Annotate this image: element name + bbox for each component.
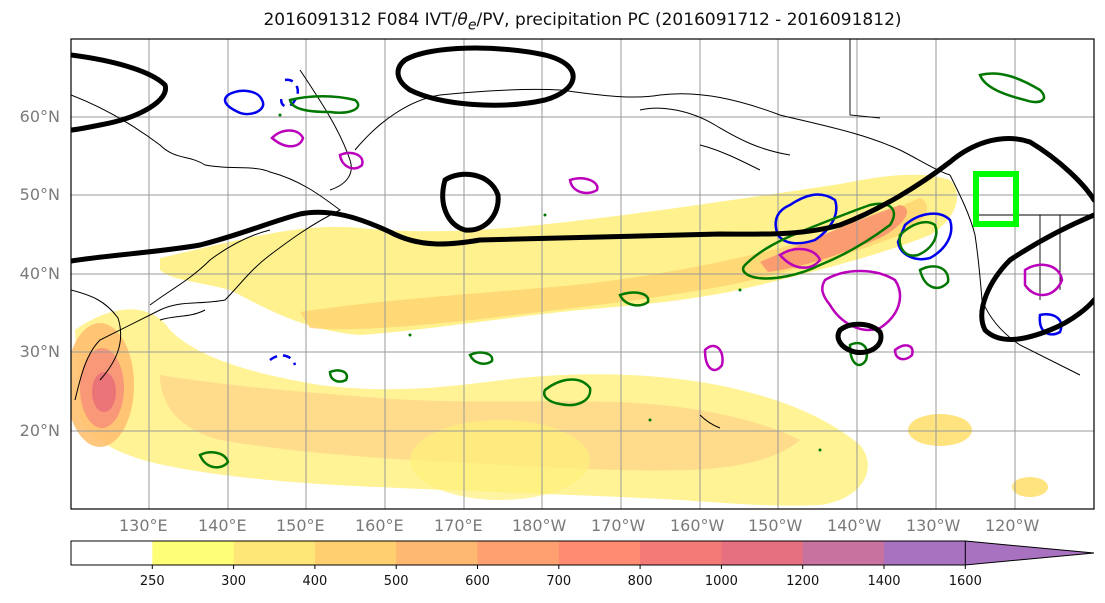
black-contour-small-loop — [440, 171, 501, 233]
gridlines — [71, 39, 1094, 509]
political-borders — [849, 39, 1094, 300]
green-contour-small-d — [618, 291, 650, 307]
colorbar-tick-label: 300 — [221, 574, 246, 589]
magenta-contour-trough — [821, 269, 902, 332]
black-contour-subtropical — [835, 321, 884, 356]
green-contour-south — [848, 341, 869, 367]
longitude-label: 140°W — [827, 516, 882, 535]
longitude-label: 150°W — [748, 516, 803, 535]
longitude-label: 160°W — [670, 516, 725, 535]
colorbar-segment — [233, 541, 316, 565]
ivt-contours — [71, 45, 1094, 356]
black-contour-main — [71, 136, 1094, 264]
colorbar-extend-arrow — [964, 540, 1095, 566]
black-contour-north-left — [71, 52, 168, 133]
longitude-label: 140°E — [198, 516, 247, 535]
black-contour-east — [979, 212, 1094, 342]
colorbar-segment — [314, 541, 397, 565]
green-contour-se — [918, 265, 950, 290]
latitude-label: 50°N — [19, 185, 60, 204]
longitude-label: 130°W — [906, 516, 961, 535]
longitude-label: 150°E — [276, 516, 325, 535]
coastline-hawaii — [699, 414, 721, 429]
blue-contour-small-ne — [1038, 313, 1063, 336]
colorbar-tick-label: 1600 — [948, 574, 982, 589]
blue-contour-dashed-south — [269, 354, 297, 366]
colorbar-segment — [721, 541, 804, 565]
ivt-shading-jet-max — [760, 205, 908, 272]
figure-title: 2016091312 F084 IVT/θe/PV, precipitation… — [263, 10, 902, 34]
colorbar-segment — [71, 541, 153, 565]
colorbar-tick-label: 250 — [139, 574, 165, 589]
green-contour-bering — [288, 95, 360, 114]
green-contour-small-g — [328, 369, 349, 383]
latitude-label: 30°N — [19, 342, 60, 361]
map-frame — [70, 38, 1095, 510]
colorbar-tick-label: 600 — [465, 574, 490, 589]
magenta-contour-east-coast — [1023, 263, 1064, 297]
colorbar-tick-label: 1200 — [786, 574, 820, 589]
coastlines — [71, 69, 1081, 429]
blue-contour-north-pacific-east — [774, 193, 838, 245]
longitude-label: 160°E — [355, 516, 404, 535]
green-contour-pacific-nw — [978, 72, 1046, 104]
coastline-alaska — [639, 107, 791, 171]
blue-contour-bering — [223, 89, 265, 116]
longitude-label: 130°E — [119, 516, 168, 535]
magenta-contour-bering — [270, 129, 305, 148]
coastline-japan — [149, 229, 271, 321]
latitude-label: 60°N — [19, 107, 60, 126]
ivt-shading-main-band — [160, 174, 958, 335]
longitude-label: 170°W — [591, 516, 646, 535]
ivt-shading-core — [300, 198, 928, 330]
colorbar — [70, 540, 1095, 569]
colorbar-segment — [558, 541, 641, 565]
coastline-asia — [71, 94, 341, 401]
colorbar-tick-label: 800 — [627, 574, 653, 589]
pv-contours — [270, 129, 1064, 372]
scatter-points — [278, 113, 822, 452]
colorbar-tick-label: 700 — [546, 574, 572, 589]
ivt-shading-dateline-blob — [410, 420, 590, 500]
colorbar-segment — [396, 541, 478, 565]
longitude-label: 180°W — [512, 516, 567, 535]
coastline-kamchatka — [299, 69, 951, 191]
longitude-label: 170°E — [434, 516, 483, 535]
target-region-box — [973, 171, 1019, 227]
green-contour-small-f — [198, 451, 230, 469]
colorbar-frame — [70, 540, 966, 566]
colorbar-segment — [152, 541, 235, 565]
magenta-contour-southwest — [893, 344, 914, 361]
black-contour-north-center — [395, 45, 576, 108]
ivt-shading-east-blob — [908, 414, 972, 446]
colorbar-segment — [477, 541, 560, 565]
latitude-label: 40°N — [19, 264, 60, 283]
green-contour-ne-pacific — [898, 220, 938, 257]
colorbar-tick-label: 1400 — [867, 574, 901, 589]
border-alaska-canada — [849, 39, 881, 119]
ivt-shading — [71, 174, 1048, 506]
colorbar-tick-label: 1000 — [704, 574, 738, 589]
magenta-contour-alaska — [568, 177, 599, 195]
magenta-contour-north — [338, 151, 364, 170]
magenta-contour-jet — [778, 247, 822, 269]
magenta-contour-south — [703, 344, 724, 372]
ivt-shading-typhoon-core — [92, 372, 116, 412]
border-state-lines — [1039, 215, 1061, 300]
colorbar-segment — [802, 541, 885, 565]
ivt-shading-southeast-blob — [1012, 477, 1048, 497]
colorbar-segment — [884, 541, 966, 565]
latitude-label: 20°N — [19, 421, 60, 440]
longitude-label: 120°W — [985, 516, 1040, 535]
green-contour-small-c — [543, 378, 592, 407]
colorbar-segment — [640, 541, 722, 565]
colorbar-tick-label: 500 — [383, 574, 409, 589]
colorbar-tick-label: 400 — [302, 574, 328, 589]
green-contour-small-e — [468, 351, 494, 365]
